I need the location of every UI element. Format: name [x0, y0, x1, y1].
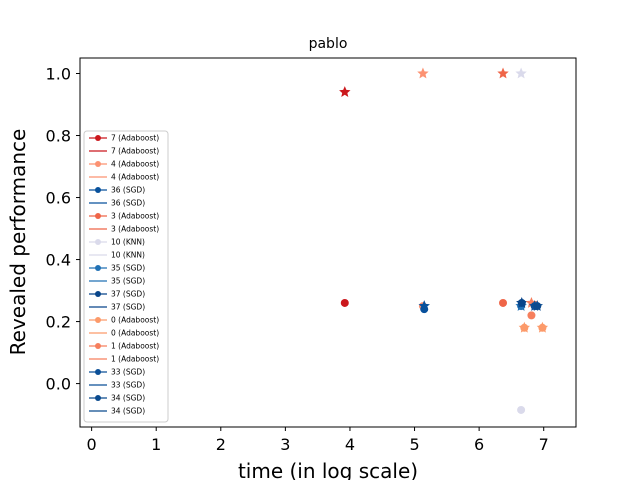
- x-tick-label: 0: [87, 435, 97, 454]
- legend-marker: [95, 369, 101, 375]
- legend-entry-label: 33 (SGD): [111, 368, 145, 377]
- legend-entry-label: 0 (Adaboost): [111, 329, 159, 338]
- point-marker: [527, 311, 536, 320]
- legend-marker: [95, 213, 101, 219]
- plot-area: [79, 57, 577, 428]
- legend-entry-label: 7 (Adaboost): [111, 134, 159, 143]
- star-marker: [339, 86, 351, 97]
- star-marker: [516, 296, 528, 308]
- y-tick-label: 0.4: [46, 251, 71, 270]
- x-tick-label: 7: [539, 435, 549, 454]
- legend-marker: [95, 291, 101, 297]
- legend-marker: [95, 135, 101, 141]
- y-tick-label: 0.2: [46, 313, 71, 332]
- legend-entry-label: 4 (Adaboost): [111, 173, 159, 182]
- star-marker: [418, 300, 430, 311]
- star-marker: [497, 67, 509, 79]
- y-tick-label: 0.0: [46, 375, 71, 394]
- star-marker: [536, 321, 549, 333]
- legend-entry-label: 4 (Adaboost): [111, 160, 159, 169]
- legend-marker: [95, 343, 101, 349]
- legend-entry-label: 33 (SGD): [111, 381, 145, 390]
- star-marker: [518, 321, 531, 333]
- point-marker: [499, 298, 508, 307]
- legend-entry-label: 35 (SGD): [111, 277, 145, 286]
- legend-marker: [95, 265, 101, 271]
- legend-entry-label: 10 (KNN): [111, 238, 145, 247]
- legend-entry-label: 1 (Adaboost): [111, 342, 159, 351]
- legend: 7 (Adaboost) 7 (Adaboost) 4 (Adaboost) 4 (A…: [83, 130, 169, 423]
- legend-entry-label: 34 (SGD): [111, 407, 145, 416]
- x-tick-label: 2: [216, 435, 226, 454]
- legend-marker: [95, 395, 101, 401]
- legend-marker: [95, 239, 101, 245]
- x-tick-label: 1: [151, 435, 161, 454]
- x-axis-label: time (in log scale): [238, 459, 418, 480]
- star-marker: [531, 300, 543, 311]
- point-marker: [517, 405, 526, 414]
- legend-marker: [95, 187, 101, 193]
- legend-entry-label: 36 (SGD): [111, 199, 145, 208]
- chart-title: pablo: [309, 36, 348, 52]
- x-tick-label: 6: [474, 435, 484, 454]
- y-axis: 0.0 0.2 0.4 0.6 0.8 1.0: [46, 65, 80, 394]
- y-tick-label: 1.0: [46, 65, 71, 84]
- legend-entry-label: 35 (SGD): [111, 264, 145, 273]
- legend-marker: [95, 317, 101, 323]
- y-tick-label: 0.8: [46, 127, 71, 146]
- legend-entry-label: 37 (SGD): [111, 290, 145, 299]
- data-marks: [339, 67, 549, 414]
- point-marker: [340, 298, 349, 307]
- y-tick-label: 0.6: [46, 189, 71, 208]
- legend-box: [83, 130, 169, 423]
- legend-entry-label: 3 (Adaboost): [111, 225, 159, 234]
- legend-entry-label: 34 (SGD): [111, 394, 145, 403]
- legend-entry-label: 7 (Adaboost): [111, 147, 159, 156]
- legend-marker: [95, 161, 101, 167]
- x-tick-label: 4: [345, 435, 355, 454]
- star-marker: [417, 67, 429, 79]
- legend-entry-label: 3 (Adaboost): [111, 212, 159, 221]
- x-tick-label: 3: [280, 435, 290, 454]
- star-marker: [515, 67, 527, 79]
- legend-entry-label: 36 (SGD): [111, 186, 145, 195]
- legend-entry-label: 10 (KNN): [111, 251, 145, 260]
- x-tick-label: 5: [409, 435, 419, 454]
- legend-entry-label: 1 (Adaboost): [111, 355, 159, 364]
- x-axis: 0 1 2 3 4 5 6 7: [87, 427, 549, 454]
- y-axis-label: Revealed performance: [6, 129, 30, 356]
- legend-entry-label: 37 (SGD): [111, 303, 145, 312]
- legend-entry-label: 0 (Adaboost): [111, 316, 159, 325]
